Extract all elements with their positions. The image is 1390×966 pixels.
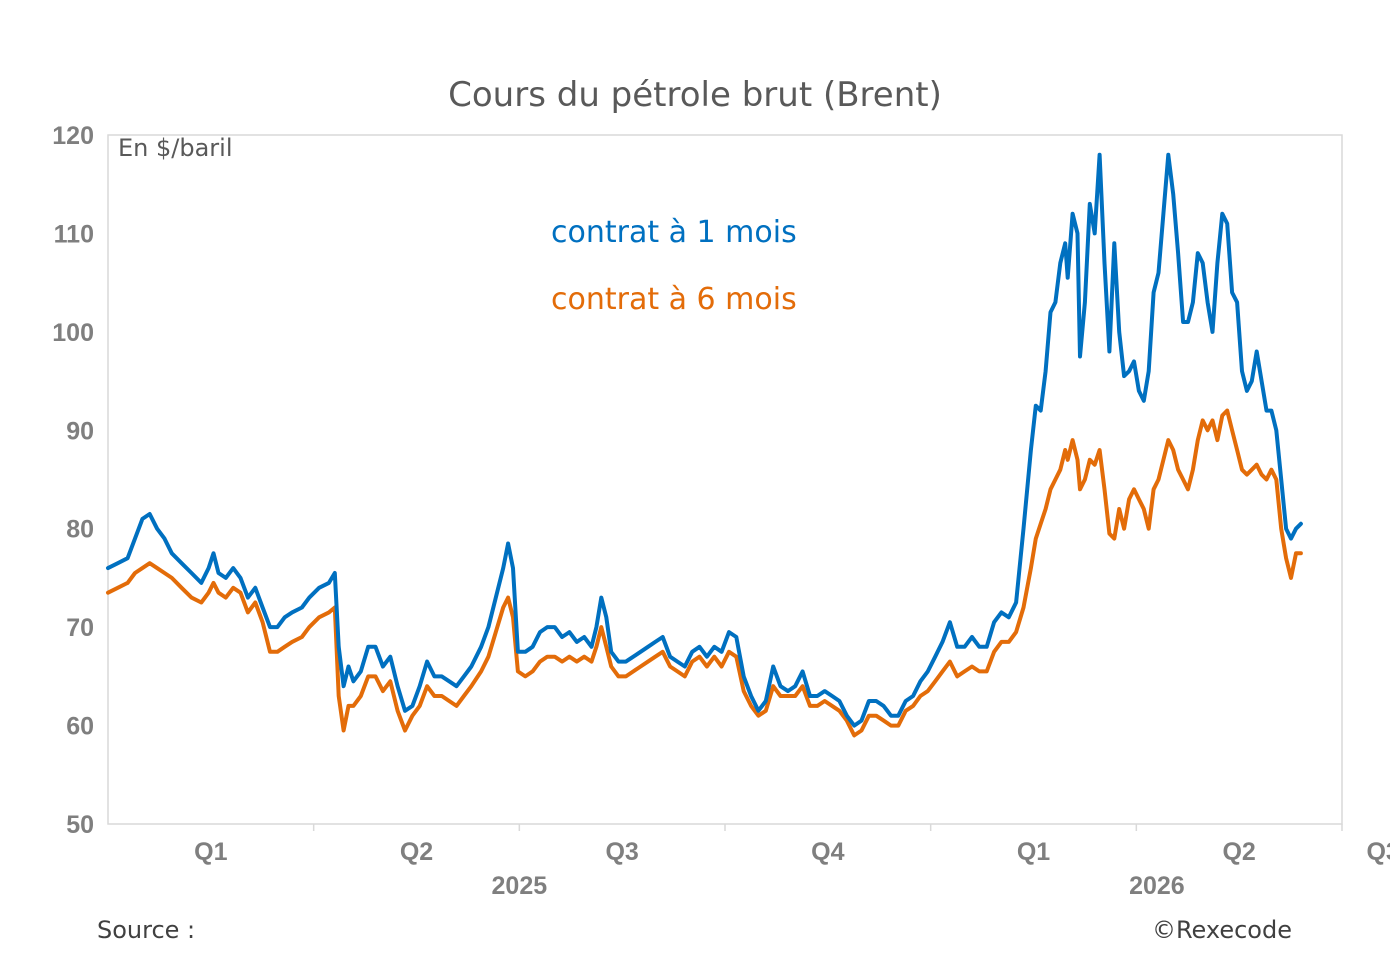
y-tick-label: 90 <box>66 417 94 445</box>
x-tick-label: Q4 <box>811 838 844 866</box>
y-tick-label: 110 <box>54 220 94 248</box>
y-tick-label: 50 <box>66 811 94 839</box>
y-tick-label: 60 <box>66 713 94 741</box>
chart-title: Cours du pétrole brut (Brent) <box>448 75 942 115</box>
x-tick-label: Q2 <box>400 838 433 866</box>
x-tick-label: Q2 <box>1222 838 1255 866</box>
x-tick-label: Q1 <box>194 838 227 866</box>
y-tick-label: 70 <box>66 614 94 642</box>
source-label: Source : <box>97 916 195 944</box>
x-tick-label: Q3 <box>605 838 638 866</box>
unit-label: En $/baril <box>118 134 233 162</box>
x-tick-label: Q3 <box>1366 838 1390 866</box>
legend-entry-6-month: contrat à 6 mois <box>551 282 797 317</box>
y-tick-label: 120 <box>52 122 94 150</box>
y-tick-label: 80 <box>66 516 94 544</box>
x-axis: Q1 Q2 Q3 Q4 Q1 Q2 Q3 2025 2026 <box>194 824 1390 900</box>
series-layer <box>106 152 1303 738</box>
y-tick-label: 100 <box>52 319 94 347</box>
year-label: 2026 <box>1129 872 1185 900</box>
legend-entry-1-month: contrat à 1 mois <box>551 215 797 250</box>
copyright-label: ©Rexecode <box>1152 916 1292 944</box>
x-tick-label: Q1 <box>1017 838 1050 866</box>
legend: contrat à 1 mois contrat à 6 mois <box>551 215 797 317</box>
series-line-1-month <box>106 152 1303 728</box>
series-line-6-month <box>106 408 1303 738</box>
y-axis: 50 60 70 80 90 100 110 120 <box>52 122 94 839</box>
year-label: 2025 <box>492 872 548 900</box>
